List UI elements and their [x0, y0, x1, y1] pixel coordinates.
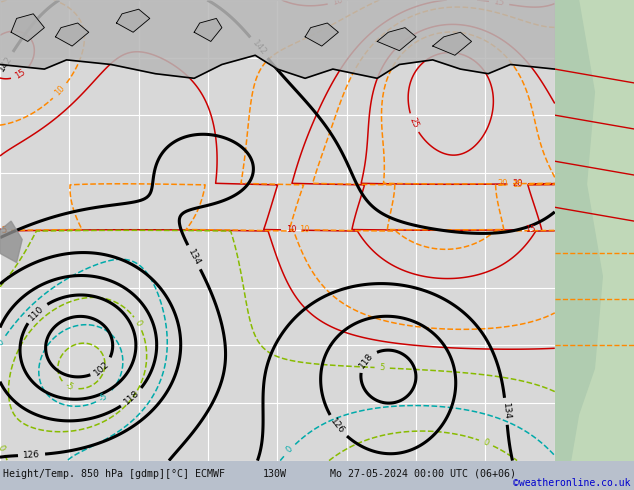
Text: 5: 5 [1, 226, 6, 235]
Text: 10: 10 [53, 84, 67, 98]
Text: 110: 110 [27, 303, 46, 322]
Text: 118: 118 [358, 351, 375, 370]
Text: 20: 20 [498, 179, 508, 188]
Text: 126: 126 [329, 416, 347, 436]
Text: 142: 142 [0, 53, 14, 73]
Polygon shape [56, 23, 89, 46]
Text: 0: 0 [482, 438, 490, 448]
Text: 15: 15 [13, 68, 27, 81]
Polygon shape [432, 32, 472, 55]
Text: 142: 142 [250, 38, 268, 57]
Text: 0: 0 [0, 444, 6, 453]
Polygon shape [555, 0, 602, 461]
Text: 10: 10 [332, 0, 344, 7]
Text: 10: 10 [299, 225, 309, 234]
Polygon shape [194, 19, 222, 42]
Text: 20: 20 [512, 179, 523, 189]
Text: 130W: 130W [263, 469, 287, 479]
Text: 102: 102 [93, 359, 112, 377]
Polygon shape [11, 14, 44, 42]
Text: 134: 134 [501, 402, 511, 420]
Text: 0: 0 [285, 445, 295, 455]
Text: 0: 0 [0, 337, 6, 347]
Text: 15: 15 [526, 225, 536, 234]
Polygon shape [377, 27, 416, 50]
Text: 134: 134 [186, 247, 202, 267]
Text: 5: 5 [1, 226, 6, 236]
Text: Mo 27-05-2024 00:00 UTC (06+06): Mo 27-05-2024 00:00 UTC (06+06) [330, 469, 515, 479]
Text: 118: 118 [122, 389, 141, 407]
Text: 25: 25 [408, 116, 420, 130]
Text: 5: 5 [379, 363, 385, 372]
Text: 126: 126 [23, 450, 41, 460]
Polygon shape [305, 23, 339, 46]
Text: -5: -5 [98, 391, 110, 403]
Polygon shape [0, 0, 555, 78]
Polygon shape [0, 221, 22, 263]
Text: 15: 15 [493, 0, 505, 8]
Polygon shape [117, 9, 150, 32]
Text: 0: 0 [133, 319, 143, 328]
Text: ©weatheronline.co.uk: ©weatheronline.co.uk [514, 478, 631, 488]
Text: 15: 15 [512, 180, 523, 189]
Text: -5: -5 [64, 381, 75, 392]
Text: Height/Temp. 850 hPa [gdmp][°C] ECMWF: Height/Temp. 850 hPa [gdmp][°C] ECMWF [3, 469, 225, 479]
Text: 10: 10 [286, 225, 297, 235]
